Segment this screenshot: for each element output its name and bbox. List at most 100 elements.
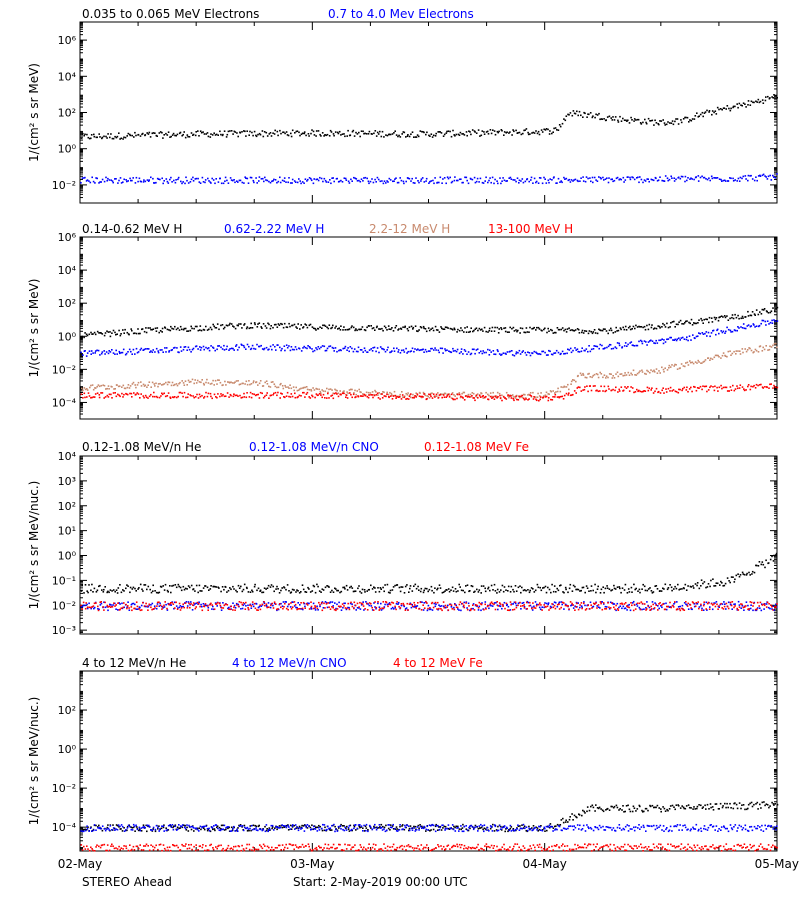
data-point [95,177,97,179]
data-point [275,349,277,351]
data-point [646,589,649,592]
data-point [134,332,136,334]
data-point [468,130,470,132]
data-point [90,137,92,140]
data-point [236,324,239,327]
data-point [525,397,527,399]
data-point [365,133,368,135]
data-point [722,330,725,333]
data-point [107,352,110,355]
data-point [745,601,748,603]
data-point [261,392,263,395]
data-point [431,392,433,394]
data-point [286,391,289,394]
data-point [382,182,385,185]
data-point [493,602,496,604]
data-point [505,180,507,182]
data-point [439,587,442,589]
data-point [266,392,268,394]
data-point [172,584,175,587]
data-point [114,388,116,390]
data-point [310,388,312,391]
data-point [443,396,446,398]
data-point [708,316,711,319]
data-point [493,330,496,332]
data-point [370,348,372,350]
data-point [733,581,736,583]
data-point [233,604,236,607]
data-point [362,351,364,353]
data-point [248,134,250,136]
data-point [180,328,183,331]
data-point [505,391,508,394]
data-point [348,389,351,391]
data-point [419,395,422,398]
data-point [603,179,605,181]
data-point [392,180,394,183]
data-point [279,397,281,399]
data-point [577,386,580,388]
data-point [134,182,137,184]
data-point [316,607,319,610]
data-point [524,180,527,183]
data-point [403,131,406,134]
data-point [364,329,367,332]
data-point [155,395,158,398]
data-point [254,348,257,350]
data-point [131,134,133,137]
data-point [242,382,244,385]
data-point [500,589,502,591]
data-point [161,392,163,395]
data-point [173,396,176,398]
data-point [282,326,285,329]
data-point [349,134,352,136]
data-point [456,393,459,396]
data-point [682,118,685,120]
data-point [662,387,664,389]
data-point [515,394,518,397]
data-point [104,332,107,334]
data-point [600,329,602,332]
data-point [126,180,128,183]
data-point [381,393,383,395]
data-point [195,131,197,133]
data-point [606,177,608,179]
data-point [510,397,513,399]
data-point [80,337,83,340]
data-point [361,326,364,328]
data-point [734,313,736,316]
data-point [458,178,461,181]
data-point [134,131,136,134]
data-point [192,602,195,604]
data-point [107,177,109,180]
data-point [354,389,356,392]
data-point [576,387,579,389]
data-point [535,181,537,184]
data-point [627,588,630,590]
data-point [280,392,282,395]
data-point [224,380,226,383]
data-point [496,397,498,399]
data-point [338,180,341,183]
data-point [727,601,730,604]
data-point [755,325,758,327]
data-point [128,333,130,336]
data-point [249,383,251,386]
data-point [399,396,401,398]
data-point [750,314,753,317]
data-point [213,132,215,134]
data-point [131,396,133,398]
data-point [466,584,469,586]
data-point [213,325,215,328]
data-point [758,561,761,563]
data-point [741,348,744,350]
data-point [692,334,694,336]
data-point [227,589,230,592]
data-point [257,384,259,386]
data-point [503,131,506,133]
data-point [483,131,485,133]
data-point [691,608,693,611]
data-point [306,602,309,604]
data-point [187,393,189,395]
data-point [754,348,757,351]
